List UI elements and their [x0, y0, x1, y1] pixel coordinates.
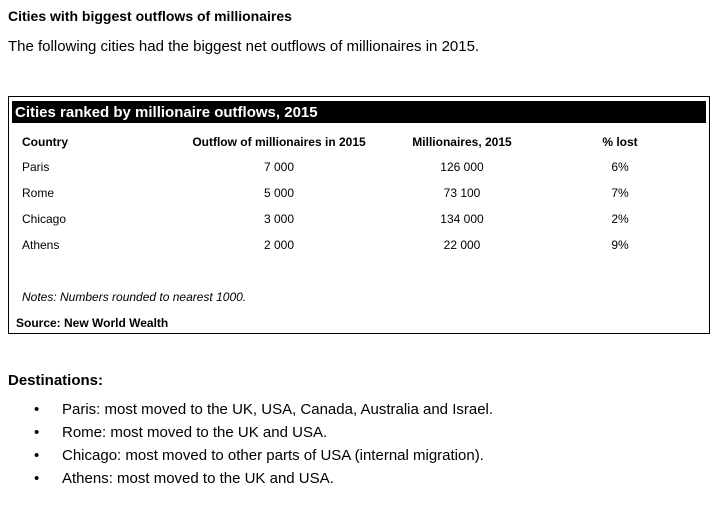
table-cell: 9% — [611, 238, 629, 252]
table-cell: 126 000 — [440, 160, 484, 174]
intro-text: The following cities had the biggest net… — [8, 38, 480, 55]
table-cell: 7% — [611, 186, 629, 200]
table-title: Cities ranked by millionaire outflows, 2… — [12, 101, 706, 123]
column-header: % lost — [602, 135, 638, 149]
table-cell: Paris — [22, 160, 50, 174]
destinations-heading: Destinations: — [8, 372, 104, 389]
bullet-text: Chicago: most moved to other parts of US… — [62, 447, 484, 464]
table-cell: 7 000 — [263, 160, 295, 174]
bullet-marker: • — [34, 401, 40, 418]
bullet-text: Rome: most moved to the UK and USA. — [62, 424, 328, 441]
table-cell: 22 000 — [443, 238, 481, 252]
table-cell: Rome — [22, 186, 55, 200]
bullet-marker: • — [34, 447, 40, 464]
table-cell: 134 000 — [440, 212, 484, 226]
table-cell: 5 000 — [263, 186, 295, 200]
bullet-text: Paris: most moved to the UK, USA, Canada… — [62, 401, 494, 418]
table-notes: Notes: Numbers rounded to nearest 1000. — [22, 290, 247, 304]
table-cell: 2 000 — [263, 238, 295, 252]
column-header: Country — [22, 135, 68, 149]
bullet-marker: • — [34, 470, 40, 487]
bullet-marker: • — [34, 424, 40, 441]
bullet-text: Athens: most moved to the UK and USA. — [62, 470, 334, 487]
table-source: Source: New World Wealth — [16, 316, 169, 330]
page-title: Cities with biggest outflows of milliona… — [8, 8, 292, 24]
column-header: Outflow of millionaires in 2015 — [192, 135, 366, 149]
table-frame — [8, 96, 710, 334]
table-cell: 73 100 — [443, 186, 481, 200]
table-cell: Chicago — [22, 212, 67, 226]
table-cell: Athens — [22, 238, 60, 252]
table-cell: 6% — [611, 160, 629, 174]
column-header: Millionaires, 2015 — [412, 135, 512, 149]
table-cell: 2% — [611, 212, 629, 226]
table-cell: 3 000 — [263, 212, 295, 226]
